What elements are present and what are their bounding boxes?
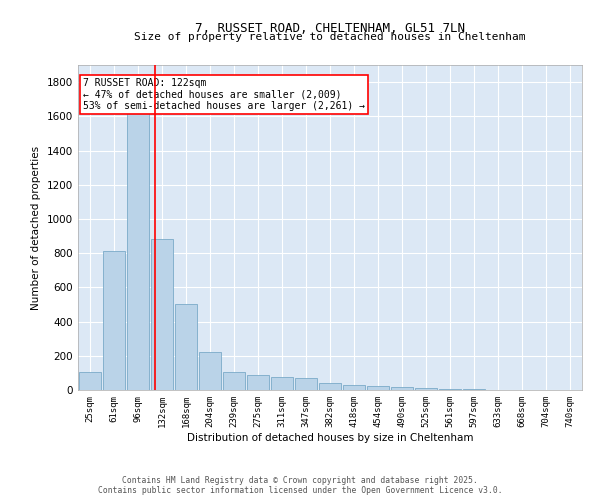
- Bar: [223, 372, 245, 390]
- Text: 7, RUSSET ROAD, CHELTENHAM, GL51 7LN: 7, RUSSET ROAD, CHELTENHAM, GL51 7LN: [195, 22, 465, 36]
- Bar: [175, 304, 197, 390]
- Bar: [127, 108, 149, 390]
- Bar: [199, 352, 221, 390]
- Y-axis label: Number of detached properties: Number of detached properties: [31, 146, 41, 310]
- Bar: [439, 389, 461, 390]
- Bar: [415, 388, 437, 390]
- X-axis label: Distribution of detached houses by size in Cheltenham: Distribution of detached houses by size …: [187, 432, 473, 442]
- Bar: [319, 383, 341, 390]
- Bar: [103, 252, 125, 390]
- Bar: [151, 240, 173, 390]
- Bar: [391, 386, 413, 390]
- Bar: [343, 385, 365, 390]
- Title: Size of property relative to detached houses in Cheltenham: Size of property relative to detached ho…: [134, 32, 526, 42]
- Bar: [79, 372, 101, 390]
- Bar: [271, 377, 293, 390]
- Text: Contains HM Land Registry data © Crown copyright and database right 2025.
Contai: Contains HM Land Registry data © Crown c…: [98, 476, 502, 495]
- Text: 7 RUSSET ROAD: 122sqm
← 47% of detached houses are smaller (2,009)
53% of semi-d: 7 RUSSET ROAD: 122sqm ← 47% of detached …: [83, 78, 365, 111]
- Bar: [295, 378, 317, 390]
- Bar: [247, 374, 269, 390]
- Bar: [367, 386, 389, 390]
